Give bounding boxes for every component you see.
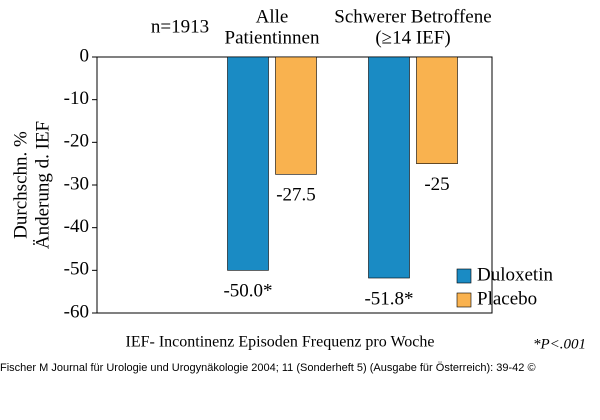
y-axis-label: Änderung d. IEF [32, 121, 53, 249]
legend-swatch [456, 268, 472, 284]
bar [275, 56, 317, 175]
y-tick-label: 0 [80, 45, 90, 66]
value-label: -51.8* [364, 288, 413, 309]
category-label: (≥14 IEF) [375, 27, 450, 48]
y-tick-label: -50 [64, 259, 89, 280]
legend-label: Duloxetin [477, 264, 553, 285]
y-axis-label: Durchschn. % [10, 131, 31, 239]
y-tick-label: -10 [64, 88, 89, 109]
sample-size: n=1913 [151, 16, 209, 37]
bar [368, 56, 410, 279]
bar [416, 56, 458, 164]
value-label: -50.0* [223, 281, 272, 302]
value-label: -25 [424, 174, 449, 195]
footnote: IEF- Incontinenz Episoden Frequenz pro W… [126, 334, 435, 351]
significance-note: *P<.001 [533, 336, 586, 352]
value-label: -27.5 [276, 185, 316, 206]
y-tick-label: -20 [64, 131, 89, 152]
y-tick-label: -30 [64, 173, 89, 194]
legend-label: Placebo [477, 288, 537, 309]
bar [227, 56, 269, 271]
y-tick-label: -40 [64, 216, 89, 237]
legend-swatch [456, 292, 472, 308]
source: Fischer M Journal für Urologie und Urogy… [0, 362, 536, 374]
category-label: Patientinnen [225, 27, 320, 48]
category-label: Alle [256, 6, 289, 27]
category-label: Schwerer Betroffene [334, 6, 491, 27]
y-tick-label: -60 [64, 301, 89, 322]
